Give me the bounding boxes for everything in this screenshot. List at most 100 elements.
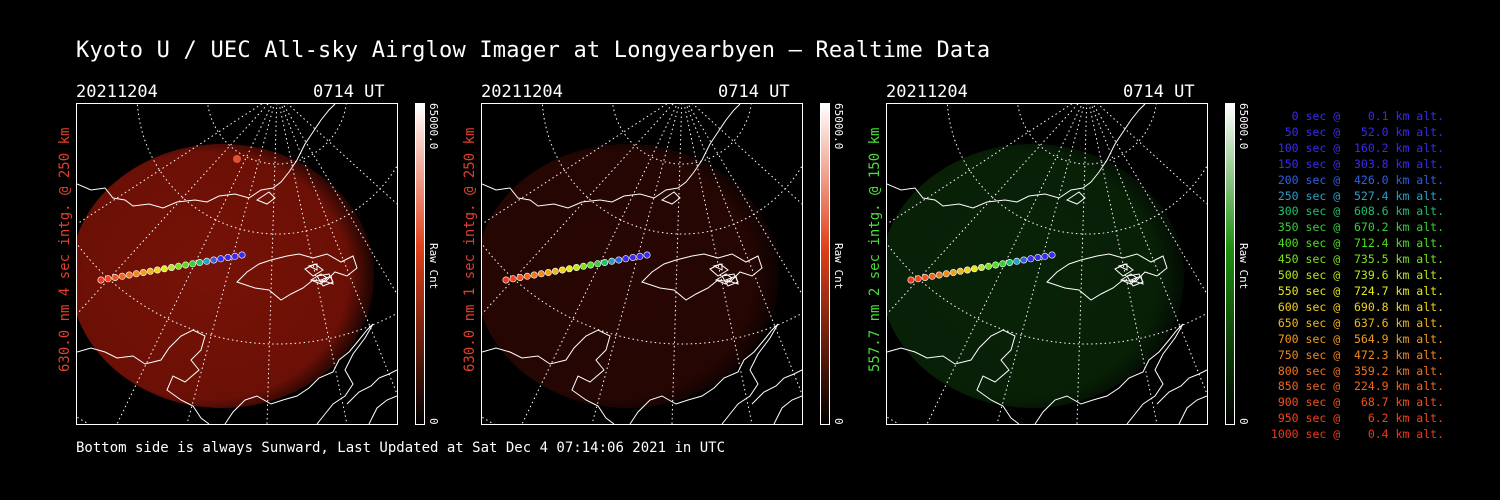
airglow-disk	[77, 144, 374, 408]
trajectory-point	[1034, 254, 1042, 262]
rocket-trajectory	[97, 251, 246, 284]
trajectory-point	[573, 264, 581, 272]
trajectory-point	[160, 265, 168, 273]
trajectory-point	[175, 262, 183, 270]
legend-row: 400 sec @ 712.4 km alt.	[1270, 236, 1444, 251]
coastline	[368, 395, 397, 424]
trajectory-point	[509, 275, 517, 283]
legend-row: 0 sec @ 0.1 km alt.	[1270, 109, 1444, 123]
colorbar-min: 0	[427, 418, 440, 425]
trajectory-point	[210, 256, 218, 264]
legend-row: 800 sec @ 359.2 km alt.	[1270, 363, 1444, 378]
coastline	[482, 329, 615, 424]
coastline	[724, 275, 739, 285]
coastline	[482, 104, 741, 209]
trajectory-point	[970, 265, 978, 273]
colorbar-max: 65000.0	[1237, 103, 1250, 150]
trajectory-point	[224, 254, 232, 262]
longitude-line	[287, 104, 397, 205]
trajectory-point	[168, 264, 176, 272]
trajectory-point	[1006, 259, 1014, 267]
panel-side-label: 630.0 nm 1 sec intg. @ 250 km	[462, 127, 478, 372]
trajectory-point	[537, 270, 545, 278]
trajectory-point	[1027, 255, 1035, 263]
colorbar-title: Raw Cnt	[427, 243, 440, 290]
longitude-line	[1076, 104, 1088, 424]
coastline	[751, 369, 802, 405]
coastline	[660, 191, 681, 205]
trajectory-point	[643, 251, 651, 259]
trajectory-point	[544, 269, 552, 277]
trajectory-point	[97, 276, 105, 284]
longitude-line	[671, 104, 683, 424]
trajectory-point	[921, 274, 929, 282]
panel-time: 0714 UT	[718, 82, 790, 102]
colorbar-title: Raw Cnt	[832, 243, 845, 290]
trajectory-point	[992, 261, 1000, 269]
graticule	[77, 104, 397, 424]
legend-row: 850 sec @ 224.9 km alt.	[1270, 379, 1444, 394]
legend-row: 700 sec @ 564.9 km alt.	[1270, 331, 1444, 346]
trajectory-point	[978, 264, 986, 272]
legend-row: 200 sec @ 426.0 km alt.	[1270, 172, 1444, 187]
trajectory-point	[629, 254, 637, 262]
allsky-image	[886, 103, 1208, 425]
trajectory-point	[118, 272, 126, 280]
trajectory-point	[1041, 252, 1049, 260]
trajectory-point	[516, 274, 524, 282]
legend-row: 950 sec @ 6.2 km alt.	[1270, 411, 1444, 426]
longitude-line	[1092, 104, 1207, 295]
page-title: Kyoto U / UEC All-sky Airglow Imager at …	[76, 38, 991, 63]
trajectory-point	[1048, 251, 1056, 259]
panel-date: 20211204	[886, 82, 968, 102]
coastline	[224, 323, 374, 424]
longitude-line	[282, 104, 397, 295]
latitude-circle	[482, 243, 802, 345]
coastline	[319, 275, 334, 285]
trajectory-point	[942, 270, 950, 278]
panel-date: 20211204	[76, 82, 158, 102]
trajectory-point	[231, 252, 239, 260]
trajectory-point	[217, 255, 225, 263]
panel-date: 20211204	[481, 82, 563, 102]
colorbar-max: 65000.0	[427, 103, 440, 150]
colorbar	[415, 103, 425, 425]
trajectory-point	[189, 260, 197, 268]
coastline	[307, 263, 318, 271]
colorbar-max: 65000.0	[832, 103, 845, 150]
trajectory-point	[182, 261, 190, 269]
longitude-line	[1097, 104, 1207, 205]
trajectory-point	[203, 257, 211, 265]
trajectory-point	[565, 265, 573, 273]
allsky-image	[481, 103, 803, 425]
coastline	[77, 329, 210, 424]
coastline-map	[482, 104, 802, 424]
trajectory-point	[558, 266, 566, 274]
allsky-image	[76, 103, 398, 425]
trajectory-point	[551, 267, 559, 275]
trajectory-point	[963, 266, 971, 274]
colorbar	[820, 103, 830, 425]
trajectory-point	[146, 267, 154, 275]
legend-row: 500 sec @ 739.6 km alt.	[1270, 268, 1444, 283]
coastline	[887, 329, 1020, 424]
trajectory-point	[615, 256, 623, 264]
trajectory-point	[523, 272, 531, 280]
longitude-line	[687, 104, 802, 295]
legend-row: 250 sec @ 527.4 km alt.	[1270, 188, 1444, 203]
latitude-circle	[887, 243, 1207, 345]
longitude-line	[77, 104, 263, 225]
coastline	[1129, 275, 1144, 285]
legend-row: 100 sec @ 160.2 km alt.	[1270, 140, 1444, 155]
trajectory-legend: 0 sec @ 0.1 km alt. 50 sec @ 52.0 km alt…	[1262, 109, 1444, 443]
trajectory-point	[153, 266, 161, 274]
longitude-line	[591, 104, 680, 424]
legend-row: 650 sec @ 637.6 km alt.	[1270, 315, 1444, 330]
trajectory-point	[125, 271, 133, 279]
coastline	[629, 323, 779, 424]
legend-row: 750 sec @ 472.3 km alt.	[1270, 347, 1444, 362]
coastline	[1156, 369, 1207, 405]
coastline	[1034, 323, 1184, 424]
trajectory-point	[196, 259, 204, 267]
trajectory-point	[956, 267, 964, 275]
